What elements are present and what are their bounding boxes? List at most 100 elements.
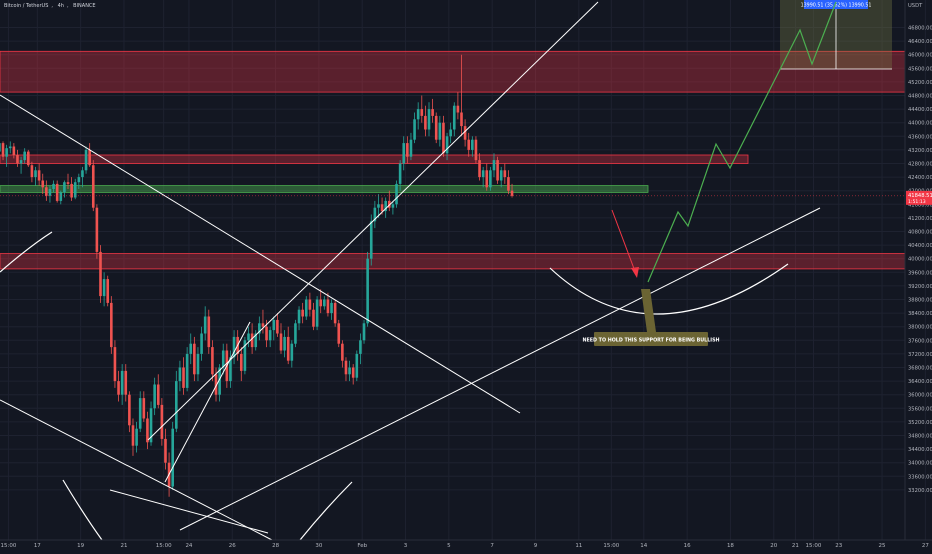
candle-body [467, 139, 471, 150]
candle-body [337, 323, 341, 344]
candle-body [16, 155, 19, 164]
exchange-sep: , [66, 3, 69, 9]
price-tick-label: 41600.00 [908, 202, 932, 208]
last-price-label: 41848.51 [908, 193, 932, 199]
candle-body [330, 302, 333, 314]
candle-body [395, 183, 398, 205]
candle-body [160, 404, 164, 439]
time-axis[interactable]: 15:00 17 19 21 15:00 24 26 28 30 Feb 3 5 7 9 11 15:00 14… [0, 539, 932, 549]
candle-body [261, 323, 265, 327]
candle-body [268, 330, 272, 341]
time-tick-label: 15:00 [603, 543, 619, 549]
support-arc [549, 263, 789, 315]
price-tick-label: 36400.00 [908, 379, 932, 385]
candle-body [131, 425, 135, 446]
candle-body [19, 160, 23, 164]
candle-body [442, 122, 445, 154]
projection-path [647, 1, 837, 283]
price-tick-label: 39200.00 [908, 284, 932, 290]
price-tick-label: 44400.00 [908, 107, 932, 113]
price-tick-label: 33600.00 [908, 474, 932, 480]
candle-body [156, 384, 160, 405]
candle-body [398, 163, 402, 184]
candle-body [175, 381, 178, 429]
price-tick-label: 44000.00 [908, 121, 932, 127]
time-tick-label: 25 [879, 543, 886, 549]
price-tick-label: 40400.00 [908, 243, 932, 249]
labels-layer: NEED TO HOLD THIS SUPPORT FOR BEING BULL… [582, 289, 720, 346]
price-tick-label: 39600.00 [908, 270, 932, 276]
time-tick-label: 7 [490, 543, 494, 549]
candle-body [308, 299, 312, 310]
candle-body [55, 183, 59, 201]
candle-body [391, 204, 395, 208]
candle-body [416, 109, 420, 120]
exchange-label: BINANCE [73, 3, 96, 9]
candle-body [301, 309, 304, 317]
candle-body [128, 394, 131, 426]
candle-body [239, 353, 243, 371]
candle-body [110, 302, 113, 348]
price-tick-label: 34000.00 [908, 461, 932, 467]
resistance-zone [0, 50, 906, 93]
candle-body [362, 323, 366, 341]
candle-body [341, 343, 344, 361]
price-tick-label: 34800.00 [908, 434, 932, 440]
price-tick-label: 46400.00 [908, 39, 932, 45]
grid-lines [0, 0, 926, 540]
candle-body [431, 109, 434, 116]
price-tick-label: 37600.00 [908, 338, 932, 344]
candle-body [113, 347, 117, 382]
candle-body [0, 143, 1, 152]
candle-body [23, 151, 26, 161]
candle-body [26, 151, 30, 166]
candle-body [434, 115, 438, 140]
price-tick-label: 36800.00 [908, 366, 932, 372]
candle-body [95, 207, 99, 252]
time-tick-label: 21 [792, 543, 799, 549]
candle-body [146, 418, 149, 443]
candle-body [91, 165, 95, 208]
candle-body [351, 367, 355, 378]
candle-body [59, 192, 63, 201]
time-tick-label: 17 [34, 543, 41, 549]
candle-body [366, 258, 369, 324]
candle-body [304, 299, 308, 317]
price-tick-label: 35200.00 [908, 420, 932, 426]
price-tick-label: 46800.00 [908, 26, 932, 32]
candle-body [507, 177, 510, 191]
price-axis[interactable]: USDT 33200.00 33600.00 34000.00 34400.00 3480… [0, 0, 932, 540]
candle-body [52, 183, 55, 189]
candle-body [34, 170, 37, 178]
trendline-lower-descending [0, 399, 273, 541]
support-trendline [179, 207, 821, 531]
candle-body [232, 336, 236, 358]
candle-body [427, 109, 431, 130]
symbol-legend: Bitcoin / TetherUS, 4h, BINANCE [4, 3, 99, 9]
candle-body [37, 170, 41, 181]
last-price-tag [906, 190, 932, 205]
price-tick-label: 35600.00 [908, 406, 932, 412]
candle-body [63, 182, 66, 193]
price-tick-label: 46000.00 [908, 53, 932, 59]
candle-body [503, 170, 507, 178]
candle-body [1, 143, 5, 157]
candle-body [99, 251, 102, 297]
candle-body [348, 367, 351, 375]
price-tick-label: 38800.00 [908, 298, 932, 304]
candle-body [481, 170, 485, 178]
candle-body [102, 279, 106, 297]
candle-body [286, 336, 290, 361]
candle-body [406, 143, 409, 157]
candle-body [499, 170, 503, 181]
candle-body [45, 187, 48, 196]
candle-body [424, 115, 427, 130]
candle-body [48, 189, 52, 196]
candle-body [373, 207, 377, 222]
candle-body [402, 143, 406, 164]
price-tick-label: 37200.00 [908, 352, 932, 358]
time-tick-label: 23 [835, 543, 842, 549]
